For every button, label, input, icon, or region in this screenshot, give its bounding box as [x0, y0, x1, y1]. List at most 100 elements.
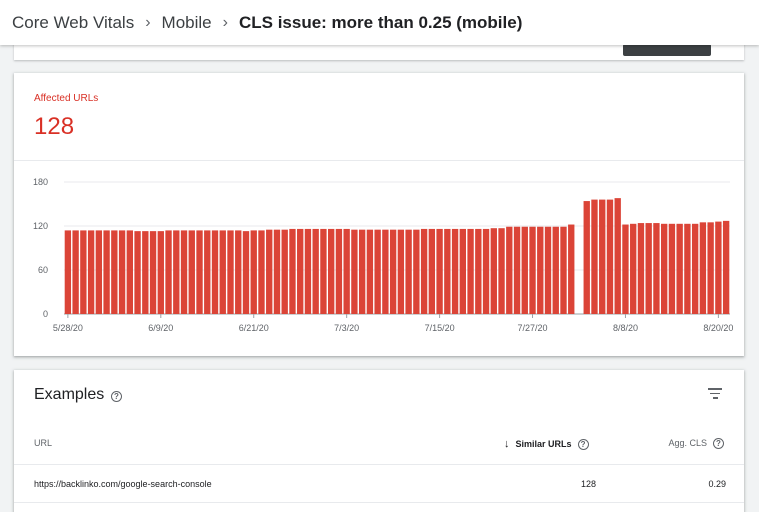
bar	[537, 226, 544, 314]
help-icon[interactable]: ?	[111, 391, 122, 402]
bar	[358, 229, 366, 314]
x-tick-label: 6/21/20	[239, 323, 269, 333]
affected-urls-card: Affected URLs 128 0 60 120 180 5/28/20 6/9/20…	[14, 73, 744, 356]
filter-icon[interactable]	[708, 388, 722, 399]
bar	[490, 228, 497, 314]
chevron-right-icon: ›	[145, 13, 151, 31]
bar	[273, 229, 281, 314]
bar	[475, 228, 482, 314]
bar	[459, 228, 467, 314]
bar	[297, 228, 304, 314]
bar	[335, 228, 343, 314]
affected-urls-label: Affected URLs	[34, 93, 99, 104]
bar	[444, 228, 451, 314]
bar	[420, 228, 428, 314]
y-tick-label: 0	[43, 309, 48, 319]
bar	[521, 226, 528, 314]
y-tick-label: 120	[33, 221, 48, 231]
bar	[637, 223, 645, 314]
bar	[653, 223, 660, 314]
bar	[560, 226, 567, 314]
bar	[204, 230, 211, 314]
bar	[366, 229, 374, 314]
breadcrumb-core-web-vitals[interactable]: Core Web Vitals	[12, 12, 135, 32]
bar	[188, 230, 195, 314]
bar	[196, 230, 203, 314]
bar	[591, 199, 598, 314]
bar	[668, 223, 676, 314]
bar	[676, 223, 683, 314]
bar	[645, 223, 652, 314]
column-header-similar-urls[interactable]: ↓ Similar URLs?	[504, 438, 589, 451]
bar	[211, 230, 219, 314]
bar	[134, 231, 141, 314]
bar	[467, 228, 474, 314]
bar	[289, 228, 296, 314]
bar	[126, 230, 134, 314]
breadcrumb: Core Web Vitals › Mobile › CLS issue: mo…	[0, 0, 759, 45]
bar	[630, 223, 637, 314]
bar	[583, 201, 590, 314]
bar	[413, 229, 420, 314]
bar	[250, 230, 257, 314]
row-url[interactable]: https://backlinko.com/google-search-cons…	[34, 479, 212, 489]
bar	[405, 229, 412, 314]
bar	[397, 229, 405, 314]
divider	[14, 160, 744, 161]
examples-card: Examples ? URL ↓ Similar URLs? Agg. CLS? …	[14, 370, 744, 512]
bar	[707, 222, 714, 314]
bar	[684, 223, 691, 314]
breadcrumb-mobile[interactable]: Mobile	[161, 12, 212, 32]
x-tick-label: 5/28/20	[53, 323, 83, 333]
column-header-similar-label: Similar URLs	[515, 439, 572, 449]
bar	[103, 230, 110, 314]
bar	[374, 229, 381, 314]
bar	[149, 231, 157, 314]
bar	[428, 228, 436, 314]
column-header-agg-cls[interactable]: Agg. CLS?	[668, 438, 724, 450]
help-icon[interactable]: ?	[713, 438, 724, 450]
examples-heading: Examples ?	[34, 386, 122, 404]
affected-urls-chart: 0 60 120 180 5/28/20 6/9/20 6/21/20 7/3/20 7/15/…	[33, 177, 733, 333]
affected-urls-count: 128	[34, 113, 75, 140]
bar	[281, 229, 288, 314]
help-icon[interactable]: ?	[577, 439, 589, 451]
bar	[529, 226, 536, 314]
row-similar-urls: 128	[580, 479, 596, 489]
x-tick-label: 7/15/20	[425, 323, 455, 333]
bar	[660, 223, 668, 314]
bar	[320, 228, 327, 314]
bar	[312, 228, 319, 314]
divider	[14, 502, 744, 503]
bar	[382, 229, 389, 314]
bar	[80, 230, 87, 314]
bar	[180, 230, 188, 314]
bar	[722, 220, 730, 314]
sort-descending-icon: ↓	[504, 438, 510, 450]
action-button[interactable]	[623, 44, 711, 56]
x-tick-label: 8/20/20	[703, 323, 733, 333]
bar	[544, 226, 552, 314]
bar	[498, 228, 505, 314]
row-agg-cls: 0.29	[708, 479, 726, 489]
bar	[351, 229, 358, 314]
bar	[142, 231, 149, 314]
bar	[64, 230, 72, 314]
column-header-url[interactable]: URL	[34, 438, 53, 448]
bar	[614, 198, 621, 314]
bar	[513, 226, 521, 314]
bar	[95, 230, 103, 314]
bar	[482, 228, 490, 314]
page-title: CLS issue: more than 0.25 (mobile)	[238, 12, 523, 32]
bar	[699, 222, 707, 314]
examples-title: Examples	[34, 386, 105, 403]
bar	[599, 199, 606, 314]
bar	[389, 229, 397, 314]
divider	[14, 464, 744, 465]
bar	[118, 230, 126, 314]
bar	[157, 231, 164, 314]
bar	[227, 230, 234, 314]
bar	[242, 231, 250, 314]
x-tick-label: 7/27/20	[518, 323, 548, 333]
x-tick-label: 7/3/20	[334, 323, 359, 333]
